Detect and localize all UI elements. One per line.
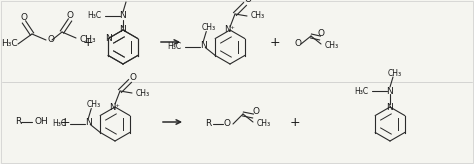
Text: O: O [318, 29, 325, 38]
Text: CH₃: CH₃ [325, 41, 339, 51]
Text: N: N [200, 41, 207, 50]
Text: CH₃: CH₃ [80, 35, 97, 44]
Text: O: O [245, 0, 252, 4]
Text: O: O [66, 10, 73, 20]
Text: O: O [224, 120, 230, 129]
Text: CH₃: CH₃ [86, 100, 100, 109]
Text: N: N [85, 118, 91, 127]
Text: N: N [387, 102, 393, 112]
Text: H₃C: H₃C [354, 86, 368, 95]
Text: OH: OH [35, 117, 49, 126]
Text: O: O [20, 12, 27, 21]
Text: CH₃: CH₃ [136, 89, 150, 98]
Text: H₃C: H₃C [52, 119, 66, 128]
Text: N: N [387, 86, 393, 95]
Text: CH₃: CH₃ [251, 11, 265, 20]
Text: CH₃: CH₃ [119, 0, 133, 1]
Text: CH₃: CH₃ [201, 23, 215, 32]
Text: H₃C: H₃C [87, 11, 101, 20]
Text: R: R [205, 120, 211, 129]
Text: O: O [295, 40, 302, 49]
Text: O: O [48, 35, 55, 44]
Text: O: O [129, 72, 137, 82]
Text: N⁺: N⁺ [225, 25, 236, 34]
Text: +: + [290, 115, 301, 129]
Text: CH₃: CH₃ [388, 69, 402, 78]
Text: +: + [270, 35, 280, 49]
Text: N: N [119, 11, 127, 20]
Text: N⁺: N⁺ [109, 102, 120, 112]
Text: CH₃: CH₃ [257, 120, 271, 129]
Text: H₃C: H₃C [1, 40, 18, 49]
Text: N: N [105, 34, 112, 43]
Text: R: R [15, 117, 21, 126]
Text: +: + [82, 35, 93, 49]
Text: H₃C: H₃C [167, 42, 181, 51]
Text: N: N [119, 25, 127, 34]
Text: O: O [253, 106, 259, 115]
Text: +: + [60, 115, 70, 129]
